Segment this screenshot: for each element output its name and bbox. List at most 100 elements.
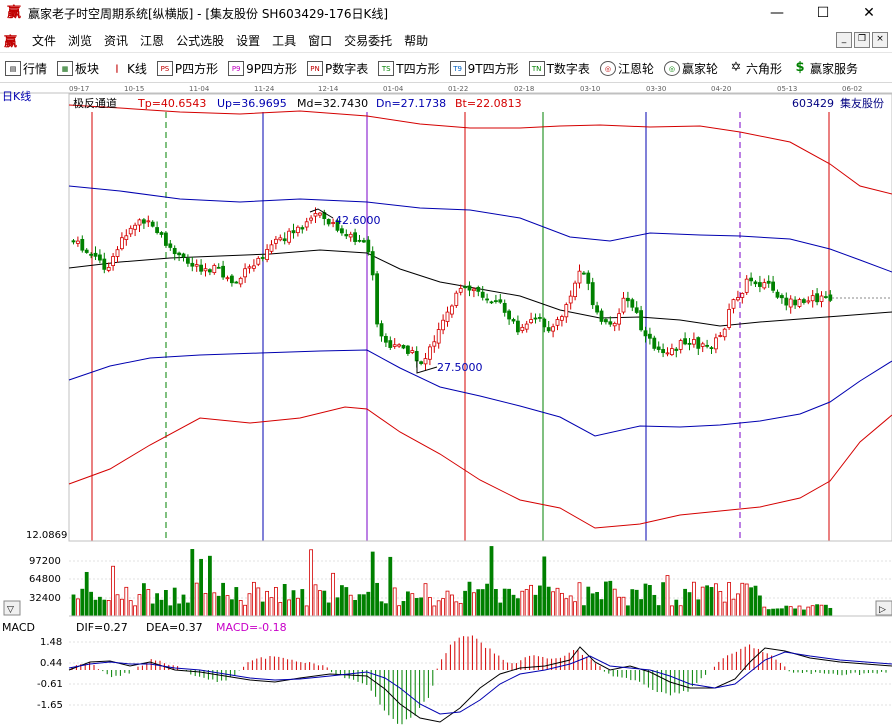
volume-bar [300,589,305,617]
menu-formula-screener[interactable]: 公式选股 [176,33,225,48]
candle-body [111,256,115,267]
candle-body [313,213,318,217]
volume-bar [471,592,476,617]
chart-area[interactable]: 09-17 10-15 11-04 11-24 12-14 01-04 01-22 02-18… [0,84,892,728]
candle-body [507,310,512,320]
volume-bar [630,589,635,617]
volume-bar [731,598,736,617]
volume-bar [155,593,160,617]
menu-settings[interactable]: 设置 [236,33,261,48]
toolbar-gann-wheel-button[interactable]: ◎ 江恩轮 [595,57,659,79]
volume-bar [516,598,520,617]
candle-body [516,320,520,333]
volume-bar [141,583,146,617]
candle-body [582,272,586,275]
volume-bar [683,588,687,617]
toolbar-hexagon-button[interactable]: ✡ 六角形 [723,57,787,79]
volume-bar [586,586,591,617]
candle-body [740,293,745,298]
volume-bar [405,591,410,617]
menu-trade[interactable]: 交易委托 [344,33,393,48]
volume-label-low: 32400 [29,593,61,604]
gann-wheel-icon: ◎ [599,60,616,76]
volume-bar [744,583,749,617]
winner-wheel-icon: ◎ [663,60,680,76]
volume-bar [736,593,740,617]
candle-body [339,228,344,234]
menu-news[interactable]: 资讯 [104,33,129,48]
toolbar-9t-square-button[interactable]: T9 9T四方形 [445,57,524,79]
menu-gann[interactable]: 江恩 [140,33,165,48]
volume-bar [190,549,195,617]
close-button[interactable]: ✕ [863,5,875,21]
indicator-md: Md=32.7430 [297,97,368,110]
mdi-close-button[interactable]: × [872,32,888,48]
toolbar-sector-button[interactable]: ▦ 板块 [52,57,104,79]
menu-tools[interactable]: 工具 [272,33,297,48]
mdi-restore-button[interactable]: ❐ [854,32,870,48]
volume-bar [582,605,586,617]
toolbar-winner-wheel-button[interactable]: ◎ 赢家轮 [659,57,723,79]
toolbar-t-number-table-button[interactable]: TN T数字表 [524,57,595,79]
volume-bar [423,583,428,617]
document-logo-icon[interactable]: 赢 [4,34,18,50]
title-bar: 赢 赢家老子时空周期系统[纵横版] - [集友股份 SH603429-176日K… [0,0,892,26]
volume-bar [502,588,507,617]
candle-body [326,219,331,225]
candle-body [612,322,617,327]
volume-bar [84,571,89,617]
menu-file[interactable]: 文件 [32,33,57,48]
candle-body [797,299,802,307]
volume-bar [722,601,727,617]
menu-help[interactable]: 帮助 [404,33,429,48]
candle-body [370,251,375,276]
toolbar-kline-button[interactable]: ┃ K线 [104,57,152,79]
menu-browse[interactable]: 浏览 [68,33,93,48]
candle-body [564,304,569,318]
menu-window[interactable]: 窗口 [308,33,333,48]
candle-body [427,346,432,360]
candle-body [670,348,674,356]
volume-bar [185,602,190,617]
minimize-button[interactable]: — [770,5,784,21]
candle-body [480,291,485,298]
toolbar-quotes-button[interactable]: ▤ 行情 [0,57,52,79]
volume-bar [806,606,811,617]
candle-body [133,224,138,230]
volume-bar [339,585,344,617]
mdi-minimize-button[interactable]: _ [836,32,852,48]
candle-body [348,233,353,238]
date-axis: 09-17 10-15 11-04 11-24 12-14 01-04 01-22 02-18… [0,85,892,94]
panel-expand-button[interactable] [875,600,892,616]
volume-bar [106,600,111,617]
toolbar-t-square-button[interactable]: TS T四方形 [373,57,444,79]
candle-body [419,361,424,364]
volume-bar [819,604,824,617]
macd-panel[interactable]: MACD DIF=0.27 DEA=0.37 MACD=-0.18 1.48 0… [2,621,892,725]
low-marker-line [416,360,438,374]
kline-icon: ┃ [109,60,126,76]
mdi-controls: _ ❐ × [836,32,888,48]
price-panel[interactable]: 日K线 极反通道 Tp=40.6543 Up=36.9695 Md=32.743… [2,89,892,542]
candle-body [120,237,124,250]
volume-bar [797,605,802,617]
candle-body [168,243,173,248]
candle-body [634,307,639,313]
panel-collapse-button[interactable] [3,600,21,616]
candle-body [815,293,819,303]
volume-bar [172,587,177,617]
candle-body [234,281,239,284]
maximize-button[interactable]: ☐ [816,5,830,21]
volume-bar [771,608,775,617]
toolbar-p-square-button[interactable]: PS P四方形 [152,57,223,79]
volume-bar [467,581,472,617]
toolbar-service-button[interactable]: $ 赢家服务 [787,57,863,79]
toolbar-9p-square-button[interactable]: P9 9P四方形 [223,57,302,79]
volume-bar [670,605,674,617]
volume-bar [287,599,292,617]
volume-bar [168,605,173,617]
volume-panel[interactable]: 97200 64800 32400 ▽ ▷ [3,540,892,617]
toolbar-p-number-table-button[interactable]: PN P数字表 [302,57,373,79]
volume-bar [353,599,358,617]
candle-body [172,247,177,255]
